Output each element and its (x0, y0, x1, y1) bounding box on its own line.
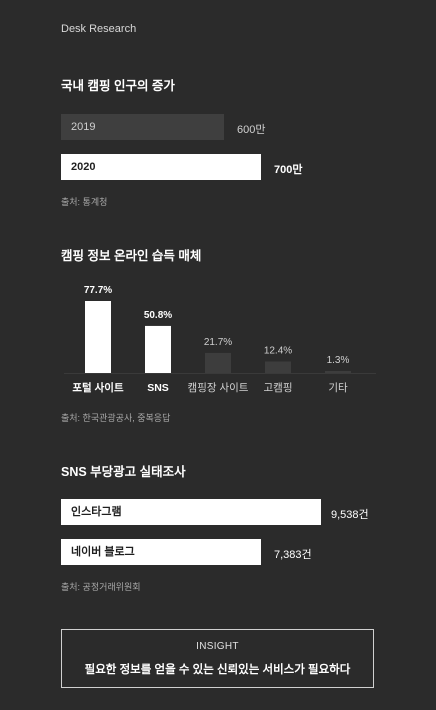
sns-value-naver-blog: 7,383건 (274, 549, 312, 561)
chart-bar-4 (265, 361, 291, 373)
sns-ad-survey-title: SNS 부당광고 실태조사 (61, 465, 186, 479)
year-label-2019: 2019 (71, 121, 96, 133)
insight-box: INSIGHT 필요한 정보를 얻을 수 있는 신뢰있는 서비스가 필요하다 (61, 629, 374, 688)
population-bar-2019: 2019 (61, 114, 224, 140)
chart-category-label-4: 고캠핑 (264, 382, 293, 394)
sns-label-instagram: 인스타그램 (71, 506, 122, 518)
population-value-2019: 600만 (237, 124, 266, 136)
year-label-2020: 2020 (71, 161, 96, 173)
population-bar-2020: 2020 (61, 154, 261, 180)
insight-label: INSIGHT (196, 641, 239, 652)
source-note-sns: 출처: 공정거래위원회 (61, 582, 141, 592)
sns-bar-naver-blog: 네이버 블로그 (61, 539, 261, 565)
insight-text: 필요한 정보를 얻을 수 있는 신뢰있는 서비스가 필요하다 (84, 664, 351, 676)
chart-value-label-5: 1.3% (327, 355, 350, 366)
chart-category-label-3: 캠핑장 사이트 (188, 382, 249, 394)
chart-value-label-4: 12.4% (264, 346, 292, 357)
chart-bar-2 (145, 325, 171, 373)
info-media-bar-chart: 77.7% 포털 사이트 50.8% SNS 21.7% 캠핑장 사이트 12.4% 고캠핑 1… (64, 285, 376, 394)
section-header-label: Desk Research (61, 23, 137, 35)
sns-bar-instagram: 인스타그램 (61, 499, 321, 525)
sns-label-naver-blog: 네이버 블로그 (71, 546, 135, 558)
chart-value-label-3: 21.7% (204, 337, 232, 348)
info-media-title: 캠핑 정보 온라인 습득 매체 (61, 249, 202, 263)
sns-value-instagram: 9,538건 (331, 509, 369, 521)
chart-bar-5 (325, 371, 351, 373)
chart-bar-3 (205, 352, 231, 373)
chart-value-label-2: 50.8% (144, 310, 172, 321)
camping-population-title: 국내 캠핑 인구의 증가 (61, 79, 175, 93)
source-note-population: 출처: 통계청 (61, 197, 108, 207)
population-value-2020: 700만 (274, 164, 303, 176)
chart-bar-1 (85, 301, 111, 373)
source-note-media: 출처: 한국관광공사, 중복응답 (61, 413, 171, 423)
chart-category-label-2: SNS (147, 382, 169, 394)
chart-category-label-1: 포털 사이트 (72, 381, 124, 394)
chart-category-label-5: 기타 (328, 382, 348, 394)
chart-value-label-1: 77.7% (84, 285, 112, 296)
